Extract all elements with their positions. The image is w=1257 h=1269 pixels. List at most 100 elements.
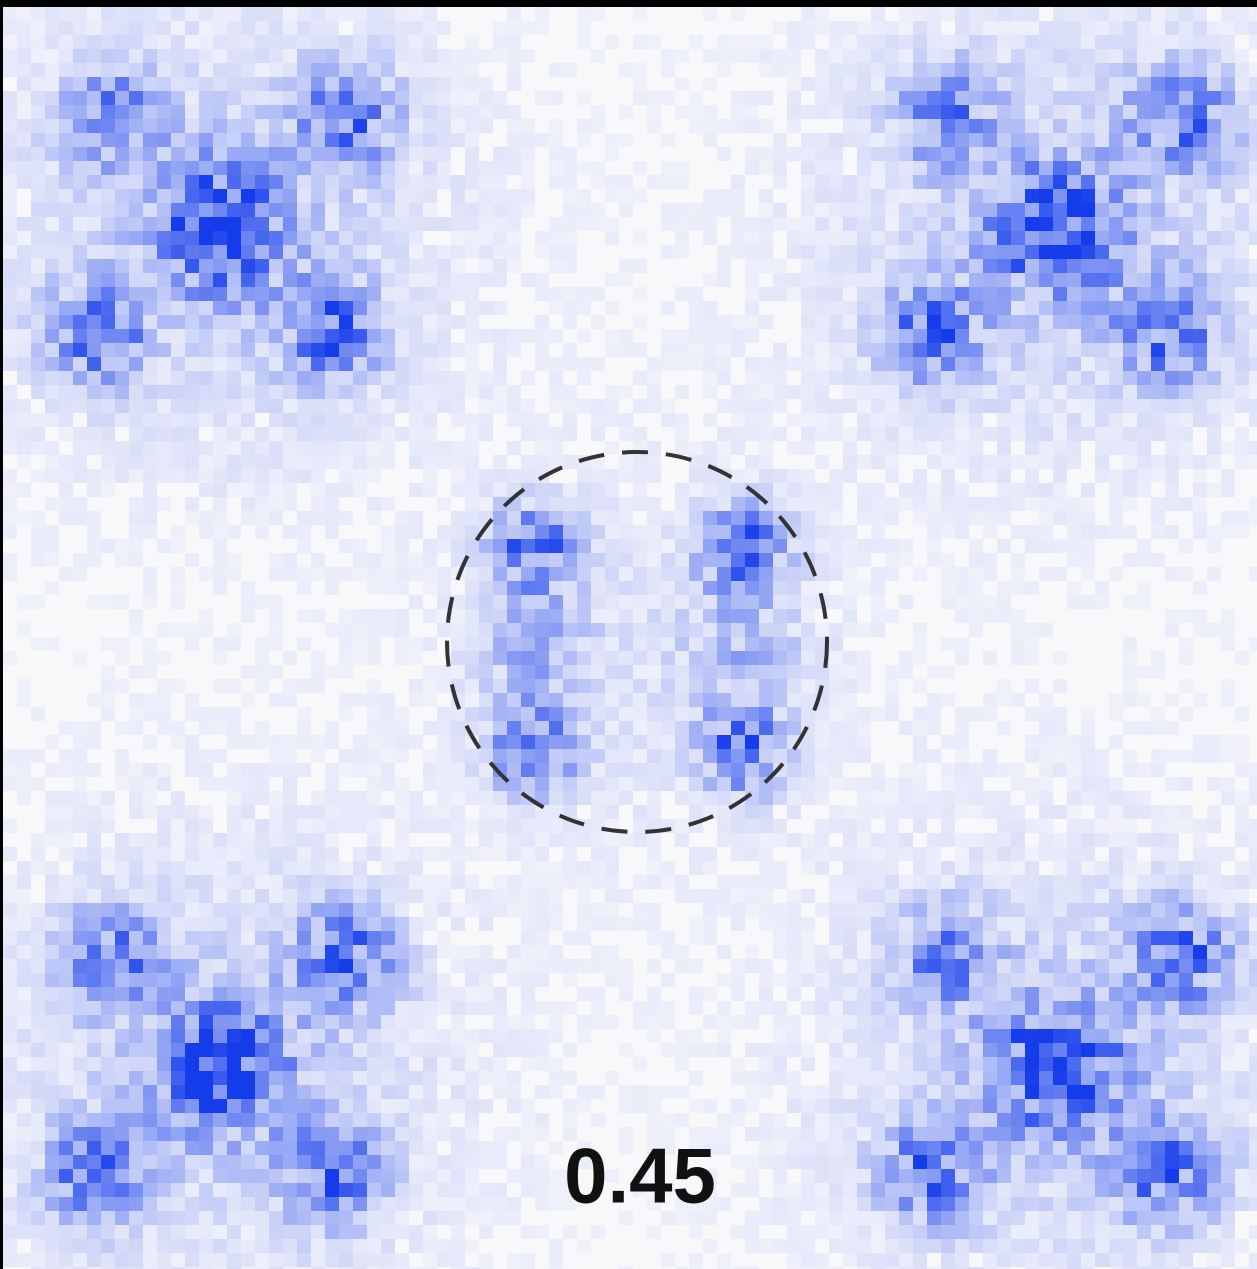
density-cell [857,133,871,147]
density-cell [941,63,955,77]
density-cell [955,581,969,595]
density-cell [171,567,185,581]
density-cell [241,973,255,987]
density-cell [871,315,885,329]
density-cell [1207,343,1221,357]
density-cell [703,931,717,945]
density-cell [395,861,409,875]
density-cell [297,189,311,203]
density-cell [913,147,927,161]
density-cell [1081,777,1095,791]
density-cell [241,161,255,175]
density-cell [1025,819,1039,833]
density-cell [969,847,983,861]
density-cell [143,469,157,483]
density-cell [1123,651,1137,665]
density-cell [409,175,423,189]
density-cell [1165,287,1179,301]
density-cell [1081,721,1095,735]
density-cell [451,119,465,133]
density-cell [213,259,227,273]
density-cell [479,777,493,791]
density-cell [885,259,899,273]
density-cell [451,133,465,147]
density-cell [1011,693,1025,707]
density-cell [829,427,843,441]
density-cell [521,917,535,931]
density-cell [843,777,857,791]
density-cell [731,805,745,819]
density-cell [465,595,479,609]
density-cell [703,119,717,133]
density-cell [479,553,493,567]
density-cell [465,469,479,483]
density-cell [143,595,157,609]
density-cell [1025,119,1039,133]
density-cell [437,749,451,763]
density-cell [115,217,129,231]
density-cell [1235,77,1249,91]
density-cell [59,63,73,77]
density-cell [479,259,493,273]
density-cell [157,91,171,105]
density-cell [1193,693,1207,707]
density-cell [381,609,395,623]
density-cell [409,21,423,35]
density-cell [31,973,45,987]
density-cell [927,119,941,133]
density-cell [269,175,283,189]
density-cell [773,931,787,945]
density-cell [423,665,437,679]
density-cell [731,329,745,343]
density-cell [899,791,913,805]
density-cell [829,217,843,231]
density-cell [1151,931,1165,945]
density-cell [241,385,255,399]
density-cell [507,119,521,133]
density-cell [703,861,717,875]
density-cell [1165,861,1179,875]
density-cell [185,91,199,105]
density-cell [815,749,829,763]
density-cell [591,315,605,329]
density-cell [549,749,563,763]
density-cell [1011,651,1025,665]
density-cell [409,427,423,441]
density-cell [885,91,899,105]
density-cell [493,609,507,623]
density-cell [423,49,437,63]
density-cell [1025,427,1039,441]
density-cell [101,945,115,959]
density-cell [185,133,199,147]
density-cell [815,301,829,315]
density-cell [45,525,59,539]
density-cell [1249,133,1257,147]
density-cell [353,7,367,21]
density-cell [465,777,479,791]
density-cell [17,133,31,147]
density-cell [1207,735,1221,749]
density-cell [843,231,857,245]
density-cell [171,539,185,553]
density-cell [1165,847,1179,861]
density-cell [913,91,927,105]
density-cell [731,693,745,707]
density-cell [801,763,815,777]
density-cell [437,119,451,133]
density-cell [1081,931,1095,945]
density-cell [479,749,493,763]
density-cell [703,469,717,483]
density-cell [941,931,955,945]
density-cell [717,651,731,665]
density-cell [619,679,633,693]
density-cell [899,147,913,161]
density-cell [619,581,633,595]
density-cell [325,861,339,875]
density-cell [871,903,885,917]
density-cell [913,105,927,119]
density-cell [367,469,381,483]
density-cell [17,483,31,497]
density-cell [255,861,269,875]
density-cell [297,861,311,875]
density-cell [955,637,969,651]
